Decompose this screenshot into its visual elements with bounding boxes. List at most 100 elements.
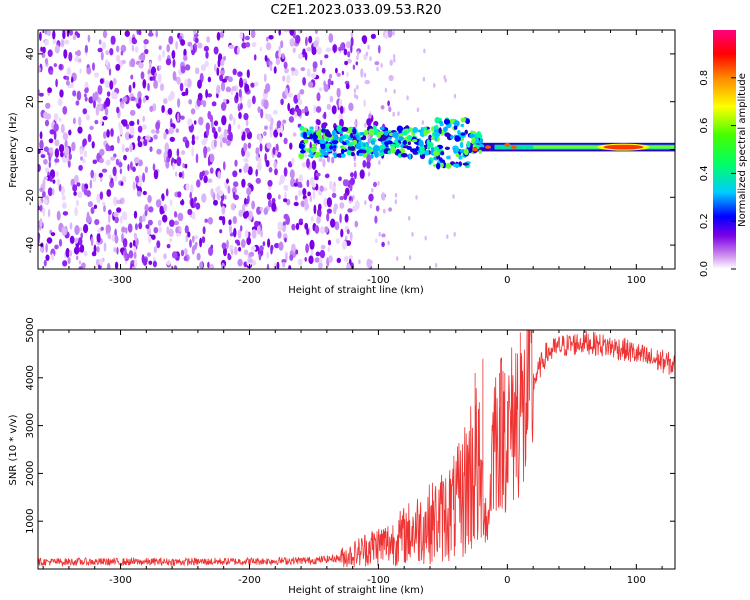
spectrogram-noise-speck (131, 38, 138, 45)
spectrogram-noise-speck (158, 45, 162, 50)
spectrogram-noise-speck (394, 192, 398, 198)
spectrogram-noise-speck (149, 105, 154, 113)
spectrogram-noise-speck (280, 98, 284, 106)
spectrogram-noise-speck (43, 111, 49, 119)
spectrogram-y-tick-label: -20 (25, 189, 36, 205)
spectrogram-noise-speck (196, 252, 201, 261)
signal-band-blob (455, 147, 460, 153)
spectrogram-noise-speck (356, 84, 359, 90)
spectrogram-noise-speck (323, 197, 329, 208)
spectrogram-noise-speck (215, 186, 221, 193)
spectrogram-noise-speck (327, 239, 332, 246)
spectrogram-noise-speck (408, 215, 411, 221)
spectrogram-noise-speck (218, 216, 224, 221)
spectrogram-noise-speck (335, 238, 340, 244)
spectrogram-noise-speck (136, 190, 142, 197)
spectrogram-noise-speck (148, 260, 153, 265)
spectrogram-noise-speck (326, 155, 331, 163)
spectrogram-noise-speck (453, 93, 457, 99)
spectrogram-noise-speck (285, 253, 288, 262)
spectrogram-noise-speck (353, 170, 357, 180)
spectrogram-noise-speck (250, 82, 255, 88)
spectrogram-noise-speck (129, 120, 135, 127)
spectrogram-noise-speck (284, 237, 287, 243)
spectrogram-noise-speck (74, 174, 79, 184)
spectrogram-noise-speck (370, 33, 376, 40)
spectrogram-noise-speck (381, 241, 385, 248)
spectrogram-noise-speck (201, 236, 206, 244)
spectrogram-noise-speck (354, 220, 359, 228)
spectrogram-noise-speck (71, 141, 76, 152)
spectrogram-noise-speck (267, 238, 271, 248)
spectrogram-noise-speck (235, 92, 239, 100)
spectrogram-noise-speck (175, 128, 179, 133)
spectrogram-noise-speck (306, 68, 311, 77)
spectrogram-noise-speck (331, 105, 337, 115)
signal-band-blob (477, 144, 485, 149)
spectrogram-noise-speck (120, 44, 127, 53)
spectrogram-noise-speck (375, 238, 378, 244)
spectrogram-noise-speck (58, 117, 62, 122)
signal-band-blob (407, 141, 411, 146)
spectrogram-noise-speck (142, 79, 147, 89)
spectrogram-noise-speck (221, 115, 227, 126)
spectrogram-noise-speck (347, 51, 351, 58)
spectrogram-noise-speck (40, 46, 43, 52)
spectrogram-noise-speck (179, 82, 184, 92)
spectrogram-noise-speck (172, 58, 176, 68)
spectrogram-noise-speck (129, 242, 133, 249)
signal-band-blob (368, 128, 375, 136)
signal-band-blob (384, 141, 389, 146)
spectrogram-noise-speck (346, 228, 350, 235)
spectrogram-y-tick-label: -40 (25, 237, 36, 253)
spectrogram-noise-speck (421, 120, 424, 125)
spectrogram-noise-speck (300, 67, 306, 72)
spectrogram-noise-speck (244, 197, 247, 205)
signal-band-blob (402, 145, 410, 149)
spectrogram-noise-speck (329, 180, 333, 190)
spectrogram-noise-speck (326, 103, 332, 110)
spectrogram-noise-speck (76, 32, 81, 39)
spectrogram-noise-speck (314, 30, 318, 35)
spectrogram-noise-speck (147, 219, 153, 226)
spectrogram-noise-speck (364, 200, 367, 206)
spectrogram-noise-speck (68, 51, 73, 62)
signal-band-blob (376, 132, 382, 139)
spectrogram-noise-speck (153, 79, 159, 89)
spectrogram-noise-speck (165, 188, 169, 197)
signal-band-blob (350, 132, 354, 139)
spectrogram-noise-speck (316, 46, 322, 55)
spectrogram-noise-speck (353, 162, 357, 168)
spectrogram-noise-speck (227, 76, 233, 83)
spectrogram-noise-speck (247, 166, 253, 176)
spectrogram-noise-speck (120, 50, 124, 56)
snr-x-tick-label: 0 (504, 575, 510, 586)
spectrogram-noise-speck (147, 252, 151, 257)
spectrogram-noise-speck (326, 197, 332, 208)
spectrogram-noise-speck (342, 240, 347, 250)
colorbar-gradient (713, 30, 736, 269)
spectrogram-noise-speck (311, 160, 317, 170)
signal-band-blob (409, 127, 413, 132)
spectrogram-noise-speck (244, 83, 250, 93)
spectrogram-noise-speck (210, 120, 214, 129)
spectrogram-noise-speck (289, 108, 293, 115)
spectrogram-noise-speck (283, 61, 288, 69)
spectrogram-noise-speck (75, 100, 80, 106)
spectrogram-noise-speck (302, 48, 306, 55)
spectrogram-noise-speck (185, 87, 189, 96)
signal-band-blob (340, 153, 346, 158)
spectrogram-noise-speck (329, 73, 333, 79)
spectrogram-noise-speck (273, 160, 277, 169)
signal-band-blob (433, 150, 440, 157)
spectrogram-noise-speck (159, 205, 164, 215)
spectrogram-noise-speck (149, 60, 152, 71)
signal-band-blob (347, 142, 354, 147)
spectrogram-noise-speck (97, 85, 103, 95)
signal-band-blob (440, 151, 445, 156)
spectrogram-noise-speck (85, 215, 92, 224)
spectrogram-noise-speck (314, 225, 320, 234)
spectrogram-noise-speck (213, 199, 218, 206)
spectrogram-noise-speck (237, 229, 242, 239)
spectrogram-noise-speck (155, 121, 161, 131)
